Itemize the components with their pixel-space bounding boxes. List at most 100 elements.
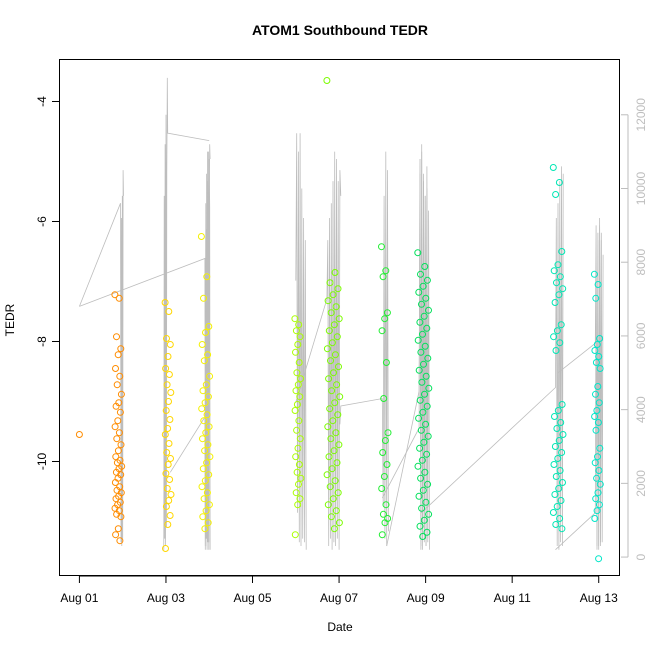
data-point — [117, 513, 125, 521]
data-point — [421, 342, 429, 350]
data-point — [294, 501, 302, 509]
data-point — [331, 399, 339, 407]
data-point — [554, 261, 562, 269]
data-point — [378, 243, 385, 251]
x-tick-label: Aug 09 — [407, 591, 445, 605]
data-point — [382, 501, 390, 509]
data-point — [165, 371, 173, 378]
data-point — [197, 233, 205, 240]
data-point — [591, 413, 599, 420]
data-point — [325, 327, 333, 335]
data-point — [555, 291, 563, 299]
data-point — [594, 383, 602, 390]
data-point — [420, 438, 428, 446]
data-point — [163, 449, 171, 456]
data-point — [592, 426, 600, 434]
data-point — [421, 390, 428, 398]
data-point — [200, 294, 207, 302]
y-tick-label: -10 — [35, 453, 49, 471]
data-point — [115, 294, 123, 302]
data-point — [595, 555, 603, 563]
data-point — [549, 509, 557, 516]
data-point — [329, 291, 337, 299]
data-point — [165, 308, 173, 315]
data-point — [552, 347, 560, 354]
data-point — [201, 477, 209, 485]
data-point — [593, 341, 601, 348]
data-point — [416, 444, 424, 452]
data-point — [200, 417, 208, 425]
data-point — [422, 294, 430, 302]
data-point — [333, 381, 341, 389]
x-axis-label: Date — [327, 620, 353, 634]
data-point — [326, 279, 334, 287]
x-tick-label: Aug 11 — [494, 591, 531, 605]
data-point — [198, 341, 206, 348]
data-point — [114, 417, 122, 425]
altitude-trace-11 — [557, 217, 602, 550]
data-point — [205, 323, 213, 330]
data-point — [199, 435, 206, 443]
data-point — [117, 441, 125, 449]
data-point — [293, 468, 301, 476]
data-point — [590, 270, 598, 278]
data-point — [205, 471, 213, 479]
data-point — [331, 477, 339, 485]
data-point — [419, 330, 426, 338]
data-point — [202, 381, 210, 389]
data-point — [553, 327, 561, 335]
data-point — [115, 429, 123, 437]
data-point — [206, 453, 214, 461]
data-point — [333, 459, 341, 467]
data-point — [331, 269, 339, 276]
data-point — [334, 489, 342, 497]
data-point — [421, 263, 429, 270]
data-point — [379, 510, 387, 518]
data-point — [550, 461, 558, 468]
data-point — [551, 491, 559, 498]
data-point — [293, 401, 301, 408]
data-point — [162, 365, 170, 372]
data-point — [424, 480, 432, 488]
data-point — [328, 465, 336, 473]
data-point — [423, 402, 431, 410]
data-point — [592, 359, 600, 366]
data-point — [330, 369, 337, 377]
secondary-tick-label: 0 — [634, 553, 648, 560]
data-point — [295, 359, 303, 366]
secondary-tick-label: 8000 — [634, 249, 648, 276]
data-point — [596, 480, 604, 488]
data-point — [554, 407, 562, 414]
data-point — [556, 467, 564, 474]
data-point — [415, 366, 423, 374]
data-point — [324, 423, 332, 431]
secondary-tick-label: 10000 — [634, 171, 648, 205]
data-point — [327, 513, 335, 521]
altitude-trace-2 — [163, 77, 210, 550]
data-point — [423, 528, 431, 536]
data-point — [553, 279, 560, 287]
data-point — [591, 347, 599, 354]
data-point — [167, 455, 174, 462]
data-point — [200, 495, 208, 503]
data-point — [164, 461, 172, 468]
data-point — [205, 501, 213, 509]
data-point — [550, 333, 558, 341]
data-point — [296, 495, 304, 503]
data-point — [167, 389, 175, 396]
data-point — [198, 405, 206, 413]
data-point — [382, 267, 390, 275]
data-point — [379, 273, 387, 281]
data-point — [558, 449, 566, 456]
data-point — [591, 459, 599, 467]
data-point — [551, 413, 558, 420]
data-point — [595, 353, 603, 360]
data-point — [419, 533, 427, 540]
data-point — [292, 387, 300, 395]
data-point — [114, 525, 122, 533]
data-point — [593, 407, 601, 414]
data-point — [556, 515, 564, 522]
data-point — [296, 435, 304, 443]
data-point — [332, 303, 340, 311]
data-point — [166, 341, 174, 348]
